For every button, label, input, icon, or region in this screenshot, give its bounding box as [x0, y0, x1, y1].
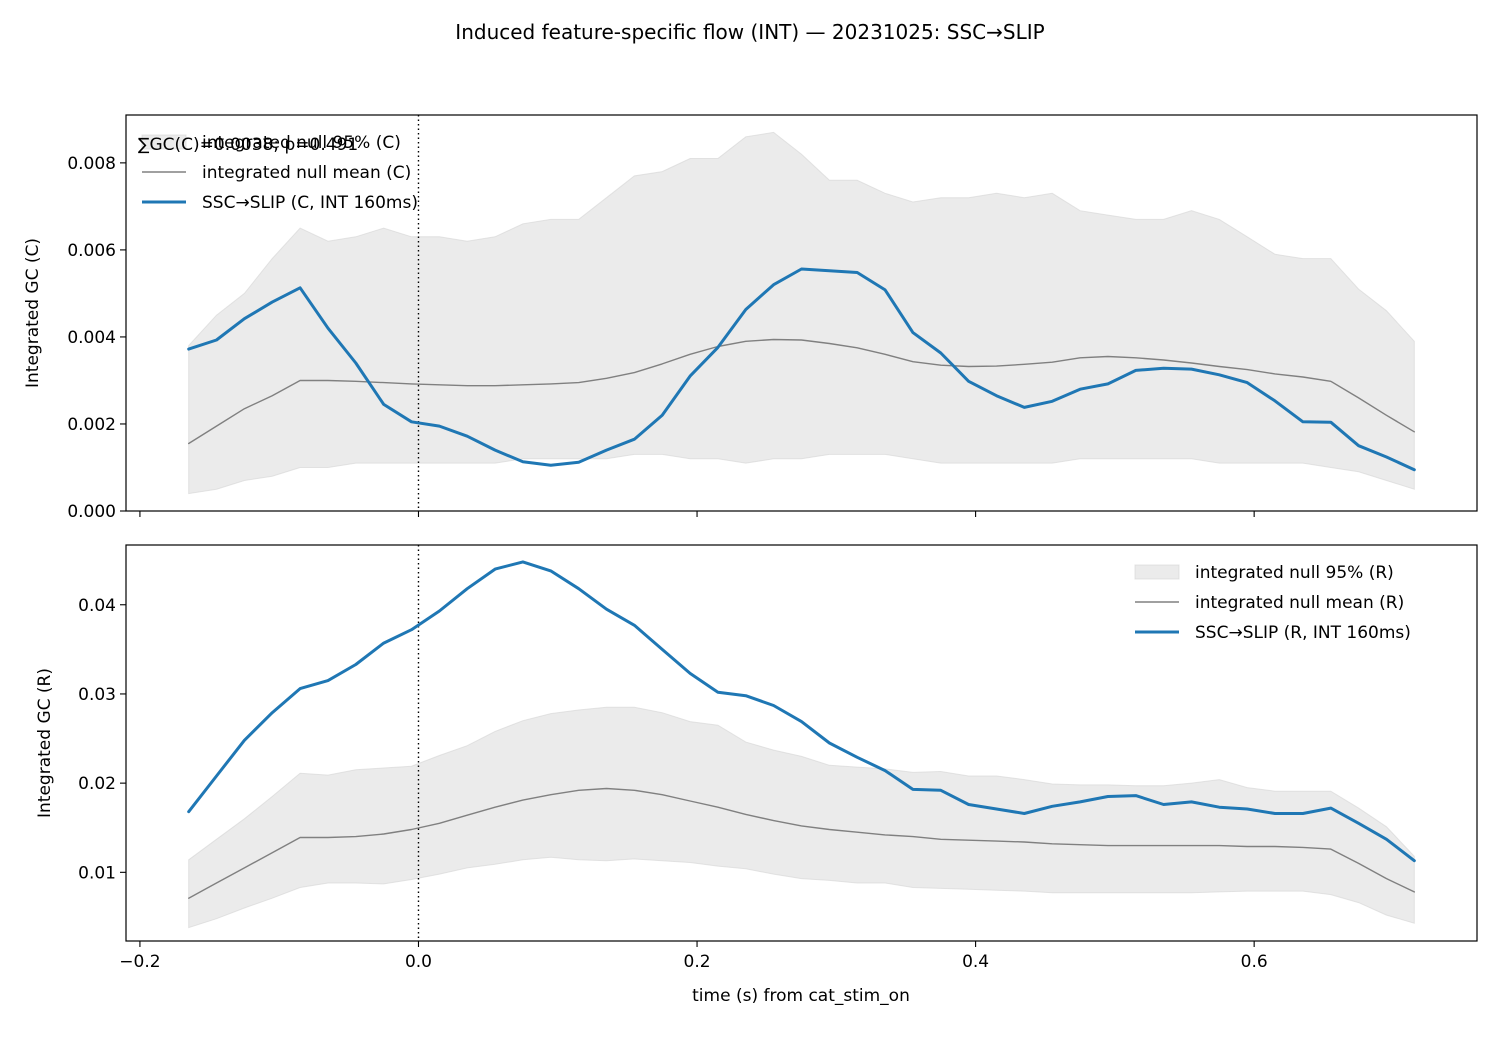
- axes-frame: [125, 114, 1478, 512]
- legend: integrated null 95% (R) integrated null m…: [1134, 563, 1411, 643]
- y-tick-label: 0.01: [78, 863, 116, 883]
- null-95-band: [188, 706, 1415, 929]
- null-mean-line: [187, 787, 1416, 899]
- y-tick-label: 0.04: [78, 596, 116, 616]
- x-tick-label: 0.0: [405, 952, 432, 972]
- legend-label: integrated null mean (R): [1195, 593, 1404, 613]
- legend-label: integrated null 95% (R): [1195, 563, 1394, 583]
- legend-label: integrated null 95% (C): [202, 133, 401, 153]
- y-axis-title: Integrated GC (R): [35, 668, 55, 818]
- y-tick-label: 0.004: [67, 328, 116, 348]
- plot-area: [187, 545, 1416, 941]
- legend: integrated null 95% (C) integrated null m…: [141, 133, 418, 213]
- x-tick-label: 0.6: [1241, 952, 1268, 972]
- y-tick-label: 0.03: [78, 685, 116, 705]
- null-95-band: [188, 131, 1415, 495]
- y-tick-label: 0.002: [67, 415, 116, 435]
- y-tick-label: 0.008: [67, 154, 116, 174]
- figure-suptitle: Induced feature-specific flow (INT) — 20…: [455, 20, 1044, 44]
- null-mean-line: [187, 338, 1416, 445]
- legend-swatch-band: [1134, 564, 1180, 580]
- y-tick-label: 0.000: [67, 502, 116, 522]
- x-axis-title: time (s) from cat_stim_on: [692, 986, 910, 1006]
- gc-series-line: [187, 267, 1416, 472]
- y-tick-label: 0.02: [78, 774, 116, 794]
- x-tick-label: 0.2: [684, 952, 711, 972]
- legend-label: SSC→SLIP (C, INT 160ms): [202, 193, 418, 213]
- x-tick-label: −0.2: [119, 952, 160, 972]
- panel-r-axes: −0.2 0.0 0.2 0.4 0.6 0.01 0.02 0.03 0.04 Integrat…: [35, 544, 1478, 972]
- axes-frame: [125, 544, 1478, 942]
- legend-swatch-band: [141, 134, 187, 150]
- gc-summary-annotation: ∑GC(C)=0.0038; p=0.491: [138, 135, 358, 155]
- gc-series-line: [187, 560, 1416, 863]
- panel-c-axes: 0.000 0.002 0.004 0.006 0.008 Integrated GC (…: [23, 114, 1478, 522]
- y-axis-title: Integrated GC (C): [23, 238, 43, 388]
- plot-area: [187, 115, 1416, 511]
- legend-label: integrated null mean (C): [202, 163, 411, 183]
- legend-label: SSC→SLIP (R, INT 160ms): [1195, 623, 1411, 643]
- x-tick-label: 0.4: [962, 952, 989, 972]
- y-tick-label: 0.006: [67, 241, 116, 261]
